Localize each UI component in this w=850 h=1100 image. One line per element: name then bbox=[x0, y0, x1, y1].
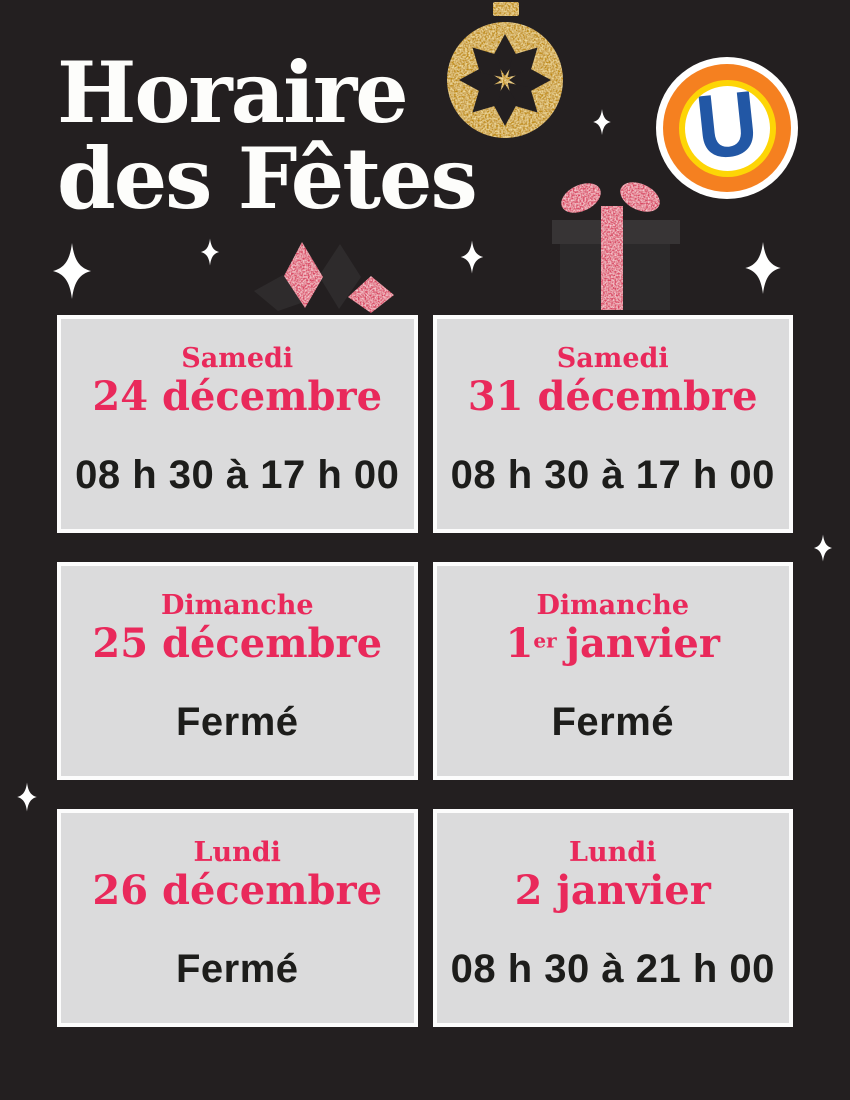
logo-letter-u: U bbox=[691, 85, 763, 171]
card-date: 2 janvier bbox=[514, 867, 711, 914]
card-day: Lundi bbox=[193, 837, 281, 868]
schedule-card-24-december: Samedi 24 décembre 08 h 30 à 17 h 00 bbox=[57, 315, 418, 533]
card-date: 24 décembre bbox=[92, 373, 383, 420]
schedule-card-31-december: Samedi 31 décembre 08 h 30 à 17 h 00 bbox=[432, 315, 793, 533]
card-date: 31 décembre bbox=[467, 373, 758, 420]
card-day: Samedi bbox=[181, 343, 294, 374]
schedule-card-2-january: Lundi 2 janvier 08 h 30 à 21 h 00 bbox=[432, 809, 793, 1027]
card-hours: 08 h 30 à 17 h 00 bbox=[75, 453, 400, 497]
card-date: 1er janvier bbox=[506, 621, 720, 667]
card-date: 25 décembre bbox=[92, 620, 383, 667]
logo-orange-ring: U bbox=[663, 64, 791, 192]
card-day: Dimanche bbox=[536, 590, 690, 621]
card-date: 26 décembre bbox=[92, 867, 383, 914]
date-number: 1 bbox=[505, 620, 534, 667]
gift-box-icon bbox=[552, 182, 680, 310]
schedule-card-26-december: Lundi 26 décembre Fermé bbox=[57, 809, 418, 1027]
date-month: janvier bbox=[565, 620, 720, 667]
schedule-card-1-january: Dimanche 1er janvier Fermé bbox=[432, 562, 793, 780]
card-hours: 08 h 30 à 17 h 00 bbox=[450, 453, 775, 497]
card-hours: Fermé bbox=[175, 947, 299, 991]
card-hours: Fermé bbox=[175, 700, 299, 744]
card-day: Samedi bbox=[556, 343, 669, 374]
schedule-grid: Samedi 24 décembre 08 h 30 à 17 h 00 Sam… bbox=[57, 315, 793, 1027]
date-ordinal: er bbox=[533, 628, 557, 653]
page-title: Horaire des Fêtes bbox=[57, 43, 478, 228]
logo-inner-circle: U bbox=[684, 85, 770, 171]
card-day: Lundi bbox=[569, 837, 657, 868]
title-line-2: des Fêtes bbox=[57, 129, 478, 228]
schedule-card-25-december: Dimanche 25 décembre Fermé bbox=[57, 562, 418, 780]
poinsettia-leaves-icon bbox=[254, 242, 394, 313]
title-line-1: Horaire bbox=[57, 43, 409, 142]
card-day: Dimanche bbox=[160, 590, 314, 621]
store-logo: U bbox=[656, 57, 798, 199]
card-hours: 08 h 30 à 21 h 00 bbox=[450, 947, 775, 991]
card-hours: Fermé bbox=[551, 700, 675, 744]
logo-yellow-ring: U bbox=[678, 79, 776, 177]
